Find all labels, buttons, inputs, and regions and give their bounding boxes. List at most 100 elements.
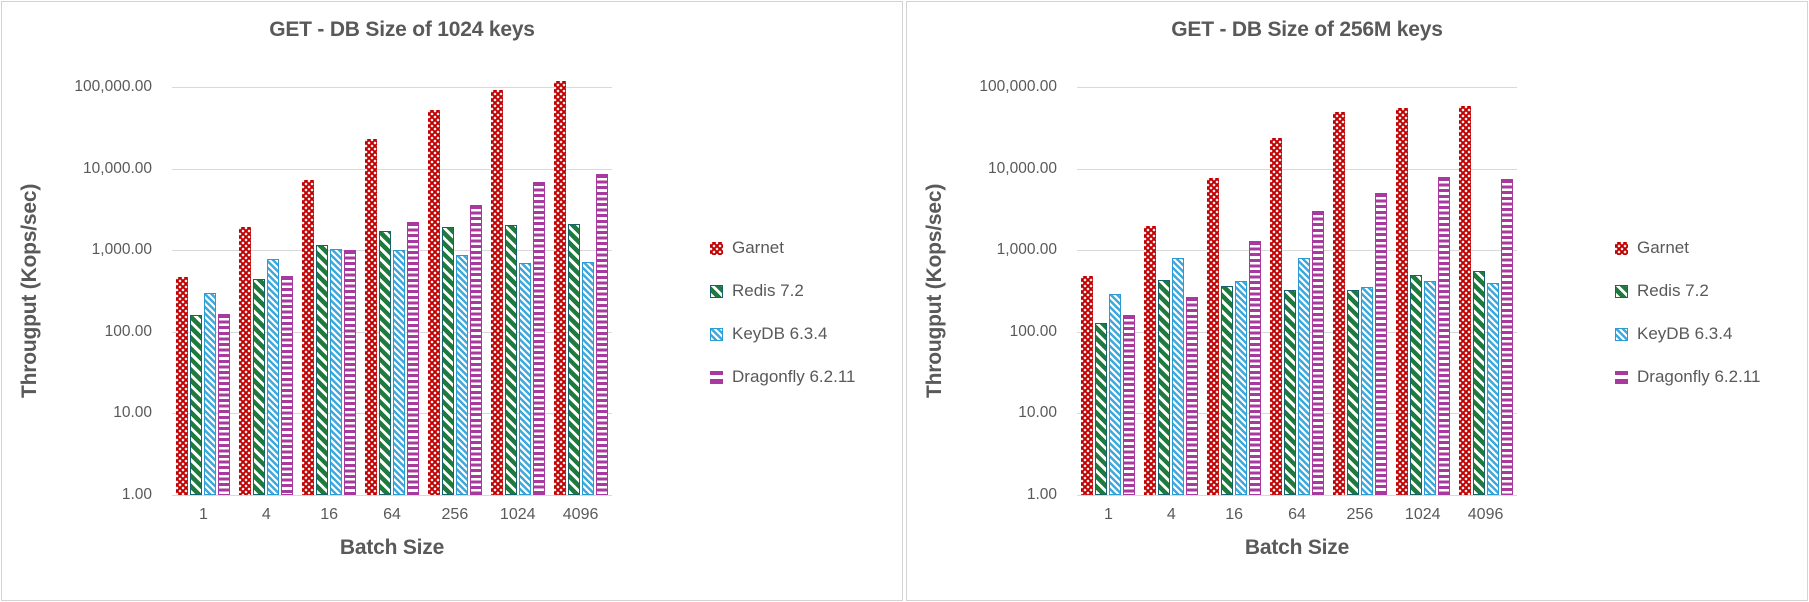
x-axis-ticks: 1 4 16 64 256 1024 4096	[172, 506, 612, 524]
bar-dragonfly-6-2-11-batch-4	[281, 276, 294, 495]
bar-redis-7-2-batch-1	[190, 315, 203, 495]
bar-redis-7-2-batch-16	[1221, 286, 1234, 495]
x-tick-label: 16	[1225, 506, 1244, 523]
bar-garnet-batch-16	[1207, 178, 1220, 495]
x-tick-label: 64	[383, 506, 401, 523]
legend-item-redis-7-2: Redis 7.2	[710, 281, 855, 301]
legend-swatch-redis-7-2-icon	[1615, 284, 1628, 298]
gridline	[172, 413, 612, 415]
gridline	[1077, 250, 1517, 252]
bar-redis-7-2-batch-1024	[504, 224, 517, 495]
legend-label: Redis 7.2	[732, 281, 804, 300]
legend-label: Dragonfly 6.2.11	[732, 367, 856, 386]
bar-garnet-batch-4	[1144, 225, 1157, 495]
legend-label: KeyDB 6.3.4	[1637, 324, 1733, 343]
bar-redis-7-2-batch-4	[1158, 280, 1171, 495]
bar-dragonfly-6-2-11-batch-16	[344, 249, 357, 495]
legend-item-keydb-6-3-4: KeyDB 6.3.4	[1615, 324, 1760, 344]
x-tick-label: 64	[1288, 506, 1306, 523]
bar-keydb-6-3-4-batch-64	[393, 249, 405, 495]
y-tick-label: 1.00	[121, 486, 152, 503]
bar-garnet-batch-4096	[553, 81, 566, 495]
x-tick-label: 256	[441, 506, 469, 523]
gridline	[1077, 495, 1517, 496]
bar-keydb-6-3-4-batch-4	[1172, 258, 1185, 495]
bar-redis-7-2-batch-4	[253, 278, 266, 495]
bar-group-batch-16	[298, 87, 361, 495]
legend-swatch-garnet-icon	[710, 241, 723, 255]
gridline	[172, 331, 612, 333]
x-tick-label: 1	[1103, 506, 1113, 523]
y-tick-label: 10.00	[113, 404, 152, 422]
y-tick-label: 10,000.00	[988, 159, 1057, 177]
bar-garnet-batch-1	[176, 276, 189, 495]
y-tick-label: 1,000.00	[91, 241, 152, 259]
plot-area	[1077, 87, 1517, 496]
bar-keydb-6-3-4-batch-1024	[1423, 280, 1436, 495]
gridline	[1077, 168, 1517, 170]
legend-label: KeyDB 6.3.4	[732, 324, 828, 343]
legend-swatch-dragonfly-6-2-11-icon	[1615, 370, 1628, 384]
bar-dragonfly-6-2-11-batch-1	[218, 314, 231, 495]
y-tick-label: 10,000.00	[83, 159, 152, 177]
bar-dragonfly-6-2-11-batch-1024	[1437, 176, 1450, 495]
bar-group-batch-256	[1328, 87, 1391, 495]
bar-dragonfly-6-2-11-batch-256	[1374, 193, 1387, 495]
bar-keydb-6-3-4-batch-1	[204, 292, 217, 495]
y-axis-ticks: 100,000.00 10,000.00 1,000.00 100.00 10.00 1.…	[907, 78, 1065, 503]
bar-garnet-batch-256	[1332, 111, 1345, 495]
bar-group-batch-256	[423, 87, 486, 495]
bar-keydb-6-3-4-batch-4	[267, 258, 280, 495]
bar-garnet-batch-4	[239, 227, 252, 495]
bar-group-batch-4096	[1454, 87, 1517, 495]
bar-redis-7-2-batch-64	[379, 231, 391, 495]
bar-dragonfly-6-2-11-batch-256	[469, 204, 482, 495]
bar-garnet-batch-64	[365, 139, 377, 495]
bar-group-batch-1	[172, 87, 235, 495]
bar-keydb-6-3-4-batch-256	[455, 255, 468, 495]
bar-redis-7-2-batch-16	[316, 245, 329, 495]
bar-group-batch-1024	[486, 87, 549, 495]
legend-item-garnet: Garnet	[710, 238, 855, 258]
bar-dragonfly-6-2-11-batch-1024	[532, 182, 545, 495]
legend: Garnet Redis 7.2 KeyDB 6.3.4 Dragonfly 6.2.…	[1615, 238, 1760, 387]
bar-keydb-6-3-4-batch-4096	[581, 261, 594, 495]
bar-redis-7-2-batch-1	[1095, 322, 1108, 495]
y-tick-label: 100,000.00	[979, 78, 1057, 95]
y-tick-label: 10.00	[1018, 404, 1057, 422]
bar-garnet-batch-256	[427, 109, 440, 495]
legend-swatch-keydb-6-3-4-icon	[710, 327, 723, 341]
y-tick-label: 100.00	[1009, 322, 1057, 340]
gridline	[172, 495, 612, 496]
legend-label: Redis 7.2	[1637, 281, 1709, 300]
x-tick-label: 1024	[499, 506, 536, 523]
legend-label: Garnet	[1637, 238, 1689, 257]
bar-redis-7-2-batch-64	[1284, 289, 1296, 495]
bar-garnet-batch-64	[1270, 137, 1282, 495]
gridline	[172, 87, 612, 88]
bar-garnet-batch-4096	[1458, 106, 1471, 495]
bar-redis-7-2-batch-1024	[1409, 274, 1422, 495]
bar-garnet-batch-1024	[490, 89, 503, 495]
legend-item-garnet: Garnet	[1615, 238, 1760, 258]
gridline	[172, 250, 612, 252]
x-tick-label: 4096	[562, 506, 599, 523]
x-axis-title: Batch Size	[339, 536, 445, 559]
bar-garnet-batch-16	[302, 180, 315, 495]
bar-redis-7-2-batch-4096	[567, 223, 580, 495]
bar-group-batch-64	[1266, 87, 1329, 495]
bar-keydb-6-3-4-batch-1	[1109, 294, 1122, 495]
bar-group-batch-4096	[549, 81, 612, 495]
x-tick-label: 256	[1346, 506, 1374, 523]
bar-group-batch-64	[361, 87, 424, 495]
gridline	[172, 168, 612, 170]
plot-area	[172, 81, 612, 496]
bar-group-batch-16	[1203, 87, 1266, 495]
bar-group-batch-1024	[1391, 87, 1454, 495]
bar-dragonfly-6-2-11-batch-1	[1123, 315, 1136, 495]
legend-item-redis-7-2: Redis 7.2	[1615, 281, 1760, 301]
chart-panel-1024-keys: GET - DB Size of 1024 keys Througput (Ko…	[1, 1, 903, 601]
x-axis-ticks: 1 4 16 64 256 1024 4096	[1077, 506, 1517, 524]
y-axis-ticks: 100,000.00 10,000.00 1,000.00 100.00 10.00 1.…	[2, 78, 160, 503]
legend-item-keydb-6-3-4: KeyDB 6.3.4	[710, 324, 855, 344]
